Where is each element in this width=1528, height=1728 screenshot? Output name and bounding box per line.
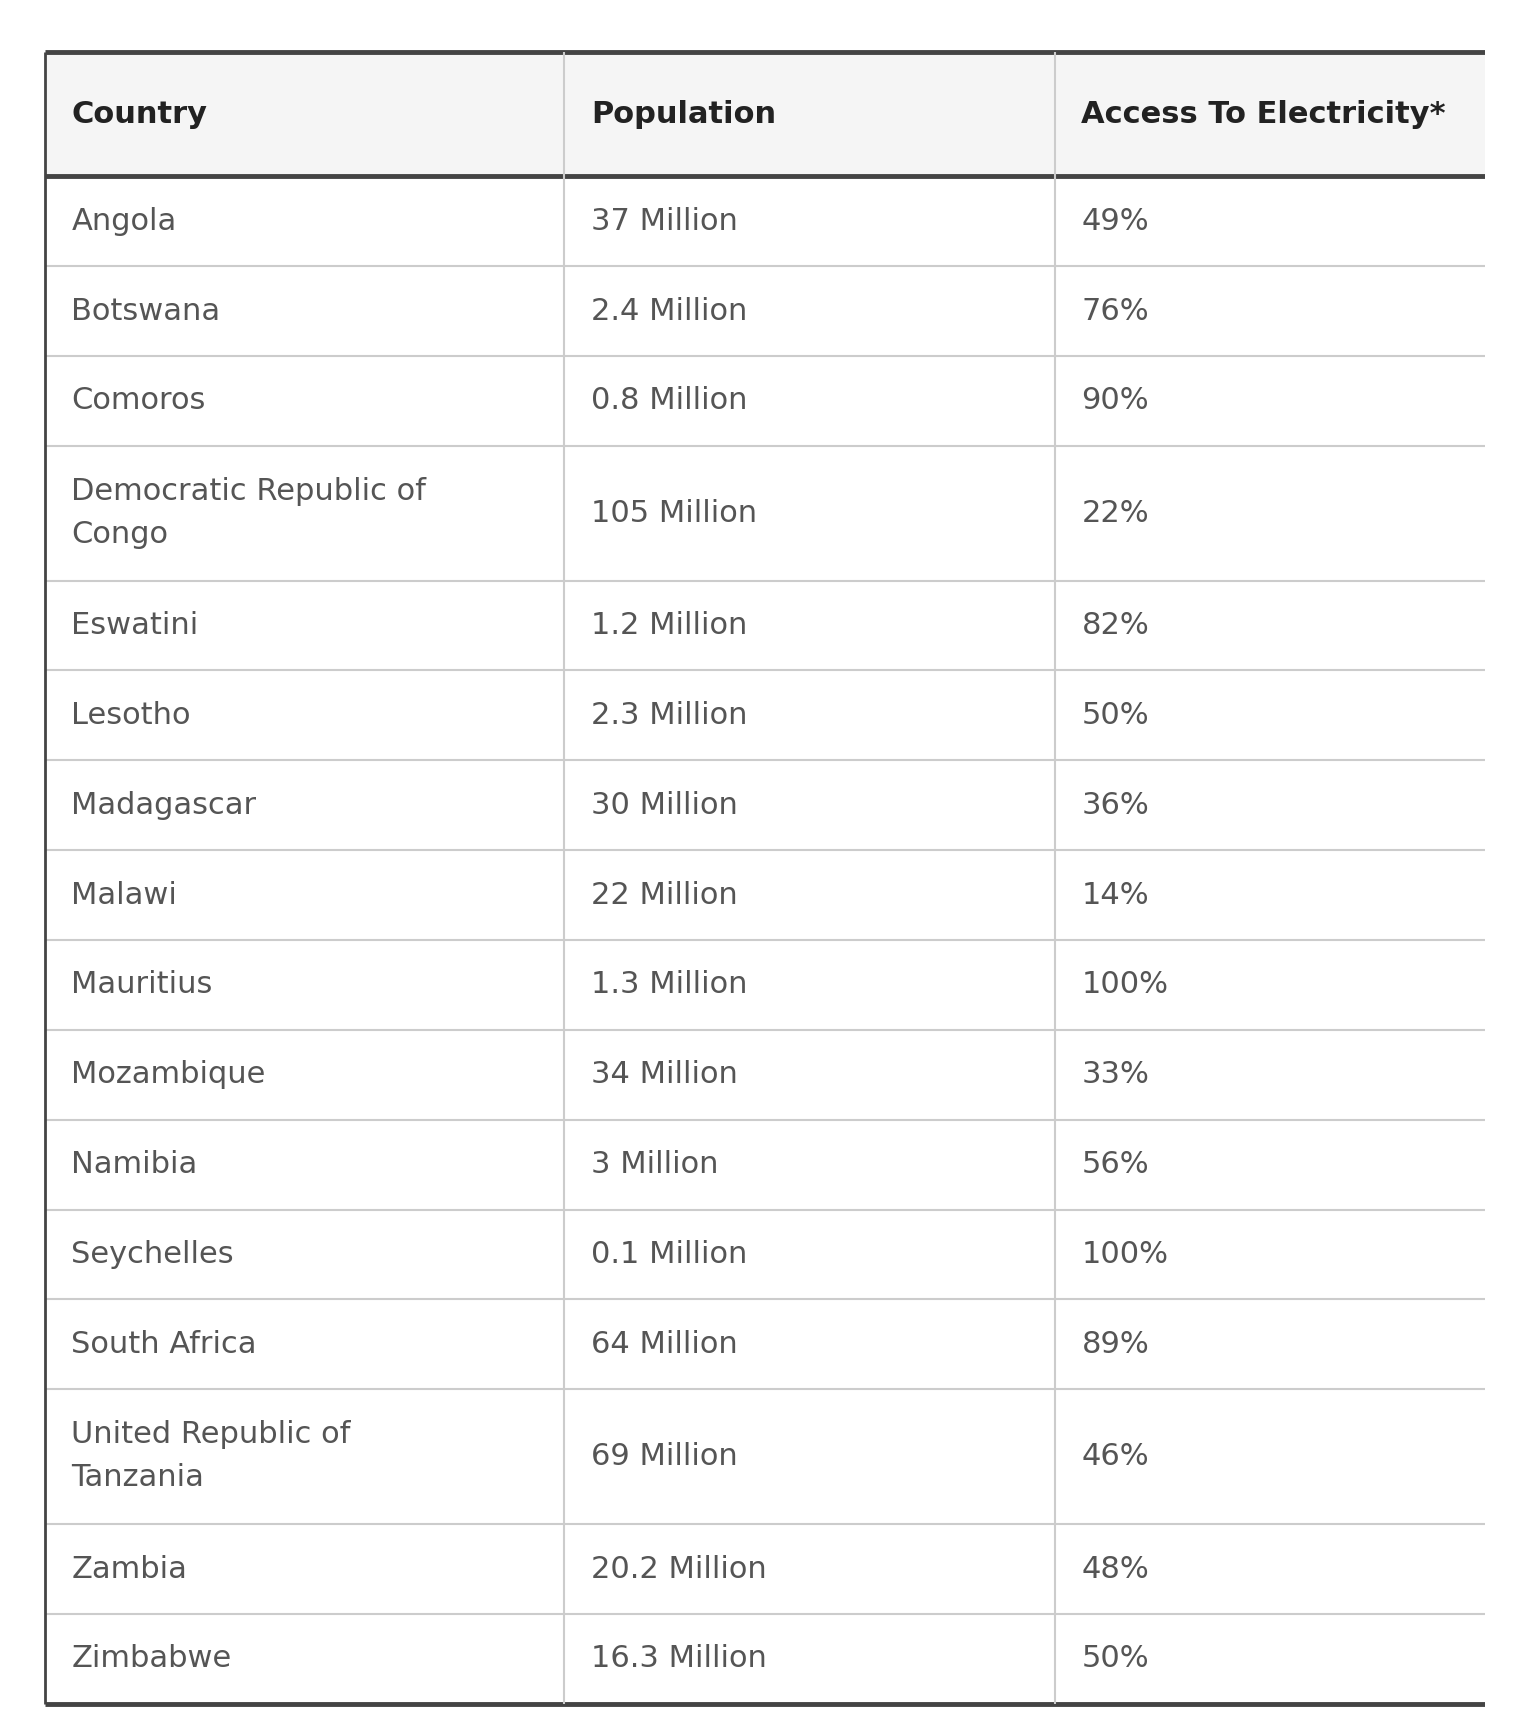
Bar [44, 940, 1528, 1030]
Text: 37 Million: 37 Million [591, 207, 738, 235]
Bar [44, 670, 1528, 760]
Text: Access To Electricity*: Access To Electricity* [1082, 100, 1445, 128]
Text: 46%: 46% [1082, 1443, 1149, 1471]
Text: 105 Million: 105 Million [591, 499, 758, 527]
Text: Angola: Angola [72, 207, 177, 235]
Text: 30 Million: 30 Million [591, 791, 738, 819]
Text: Eswatini: Eswatini [72, 612, 199, 639]
Text: 0.8 Million: 0.8 Million [591, 387, 747, 415]
Text: 2.4 Million: 2.4 Million [591, 297, 747, 325]
Text: 22%: 22% [1082, 499, 1149, 527]
Text: Mauritius: Mauritius [72, 971, 212, 999]
Text: 69 Million: 69 Million [591, 1443, 738, 1471]
Text: 76%: 76% [1082, 297, 1149, 325]
Text: 82%: 82% [1082, 612, 1149, 639]
Bar [44, 1299, 1528, 1389]
Text: 3 Million: 3 Million [591, 1151, 718, 1178]
Text: Democratic Republic of
Congo: Democratic Republic of Congo [72, 477, 426, 550]
Bar [44, 1389, 1528, 1524]
Text: Botswana: Botswana [72, 297, 220, 325]
Text: 36%: 36% [1082, 791, 1149, 819]
Bar [44, 1524, 1528, 1614]
Text: 20.2 Million: 20.2 Million [591, 1555, 767, 1583]
Text: 1.2 Million: 1.2 Million [591, 612, 747, 639]
Text: South Africa: South Africa [72, 1331, 257, 1358]
Text: 56%: 56% [1082, 1151, 1149, 1178]
Text: Seychelles: Seychelles [72, 1241, 234, 1268]
Bar [44, 266, 1528, 356]
Text: 49%: 49% [1082, 207, 1149, 235]
Text: Zambia: Zambia [72, 1555, 186, 1583]
Bar [44, 1210, 1528, 1299]
Text: 48%: 48% [1082, 1555, 1149, 1583]
Text: 90%: 90% [1082, 387, 1149, 415]
Text: 50%: 50% [1082, 702, 1149, 729]
Bar [44, 52, 1528, 176]
Text: 16.3 Million: 16.3 Million [591, 1645, 767, 1673]
Text: 89%: 89% [1082, 1331, 1149, 1358]
Text: Population: Population [591, 100, 776, 128]
Text: 2.3 Million: 2.3 Million [591, 702, 747, 729]
Text: 34 Million: 34 Million [591, 1061, 738, 1089]
Text: 100%: 100% [1082, 1241, 1169, 1268]
Text: Comoros: Comoros [72, 387, 206, 415]
Text: 33%: 33% [1082, 1061, 1149, 1089]
Text: Mozambique: Mozambique [72, 1061, 266, 1089]
Text: Malawi: Malawi [72, 881, 177, 909]
Text: 50%: 50% [1082, 1645, 1149, 1673]
Text: 100%: 100% [1082, 971, 1169, 999]
Text: 14%: 14% [1082, 881, 1149, 909]
Text: Madagascar: Madagascar [72, 791, 257, 819]
Text: Country: Country [72, 100, 208, 128]
Text: United Republic of
Tanzania: United Republic of Tanzania [72, 1420, 351, 1493]
Text: 0.1 Million: 0.1 Million [591, 1241, 747, 1268]
Text: 22 Million: 22 Million [591, 881, 738, 909]
Text: 64 Million: 64 Million [591, 1331, 738, 1358]
Text: 1.3 Million: 1.3 Million [591, 971, 747, 999]
Bar [44, 446, 1528, 581]
Bar [44, 1120, 1528, 1210]
Bar [44, 356, 1528, 446]
Bar [44, 1614, 1528, 1704]
Bar [44, 581, 1528, 670]
Bar [44, 1030, 1528, 1120]
Text: Namibia: Namibia [72, 1151, 197, 1178]
Text: Lesotho: Lesotho [72, 702, 191, 729]
Bar [44, 176, 1528, 266]
Bar [44, 850, 1528, 940]
Bar [44, 760, 1528, 850]
Text: Zimbabwe: Zimbabwe [72, 1645, 232, 1673]
